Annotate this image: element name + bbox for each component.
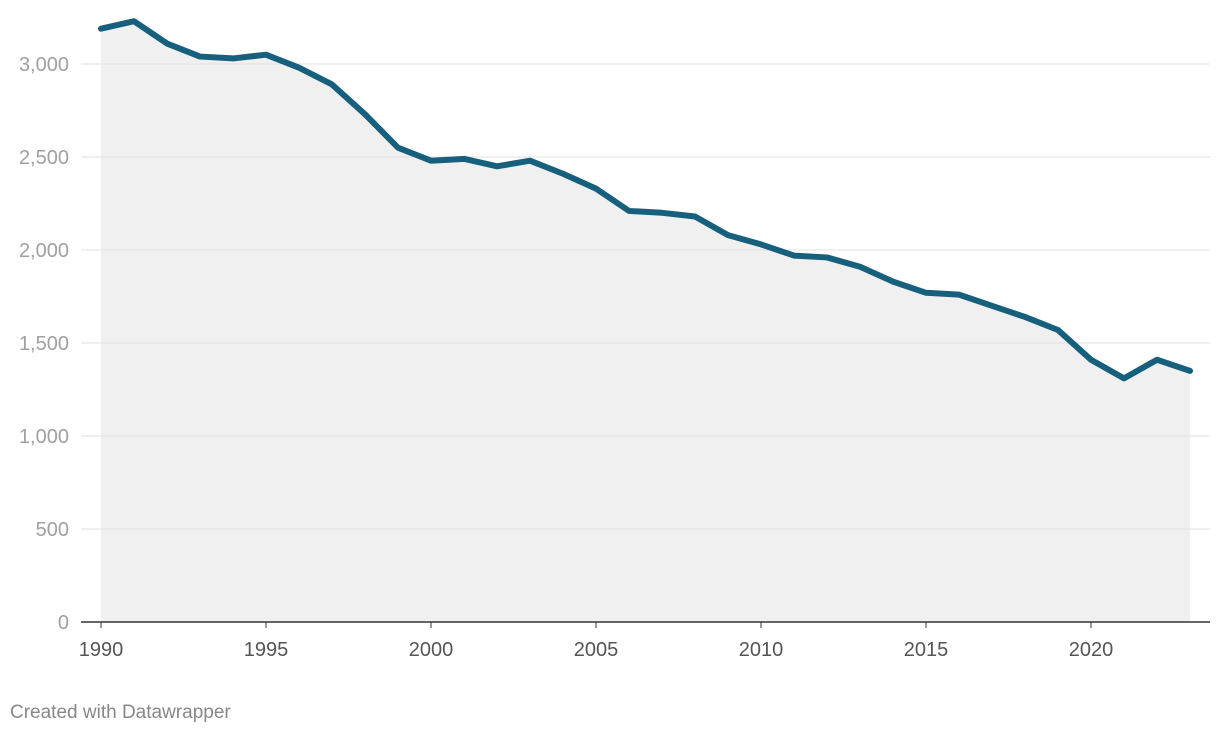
data-point-1996 xyxy=(296,65,302,71)
data-point-2002 xyxy=(494,163,500,169)
data-point-2009 xyxy=(725,232,731,238)
data-point-2006 xyxy=(626,208,632,214)
data-point-2001 xyxy=(461,156,467,162)
data-point-2003 xyxy=(527,158,533,164)
y-tick-label-3000: 3,000 xyxy=(19,54,69,76)
series-line xyxy=(98,18,1193,382)
x-tick-label-2005: 2005 xyxy=(574,639,619,661)
data-point-2019 xyxy=(1055,327,1061,333)
data-point-2014 xyxy=(890,279,896,285)
footer-credit: Created with Datawrapper xyxy=(10,702,231,723)
data-point-1990 xyxy=(98,26,104,32)
x-tick-label-2015: 2015 xyxy=(904,639,949,661)
data-point-2018 xyxy=(1022,314,1028,320)
data-point-2004 xyxy=(560,171,566,177)
data-point-2015 xyxy=(923,290,929,296)
data-point-2022 xyxy=(1154,357,1160,363)
data-point-1998 xyxy=(362,111,368,117)
x-tick-label-1995: 1995 xyxy=(244,639,289,661)
data-point-2013 xyxy=(857,264,863,270)
data-point-1995 xyxy=(263,52,269,58)
data-point-2012 xyxy=(824,254,830,260)
data-point-1994 xyxy=(230,55,236,61)
x-tick-label-2000: 2000 xyxy=(409,639,454,661)
data-point-2016 xyxy=(956,292,962,298)
data-point-1991 xyxy=(131,18,137,24)
x-tick-label-2010: 2010 xyxy=(739,639,784,661)
data-point-2021 xyxy=(1121,375,1127,381)
data-point-2023 xyxy=(1187,368,1193,374)
x-tick-label-1990: 1990 xyxy=(79,639,124,661)
data-point-1999 xyxy=(395,145,401,151)
data-point-1992 xyxy=(164,41,170,47)
data-point-1997 xyxy=(329,81,335,87)
data-point-2008 xyxy=(692,214,698,220)
y-tick-label-500: 500 xyxy=(36,519,69,541)
data-point-2017 xyxy=(989,303,995,309)
y-tick-label-2500: 2,500 xyxy=(19,147,69,169)
data-point-2011 xyxy=(791,253,797,259)
data-point-2005 xyxy=(593,186,599,192)
y-tick-label-2000: 2,000 xyxy=(19,240,69,262)
data-point-2010 xyxy=(758,241,764,247)
y-tick-label-1500: 1,500 xyxy=(19,333,69,355)
data-point-1993 xyxy=(197,54,203,60)
y-tick-label-1000: 1,000 xyxy=(19,426,69,448)
y-tick-label-0: 0 xyxy=(58,612,69,634)
data-point-2007 xyxy=(659,210,665,216)
x-tick-label-2020: 2020 xyxy=(1069,639,1114,661)
area-fill xyxy=(101,21,1190,623)
data-point-2000 xyxy=(428,158,434,164)
data-point-2020 xyxy=(1088,357,1094,363)
